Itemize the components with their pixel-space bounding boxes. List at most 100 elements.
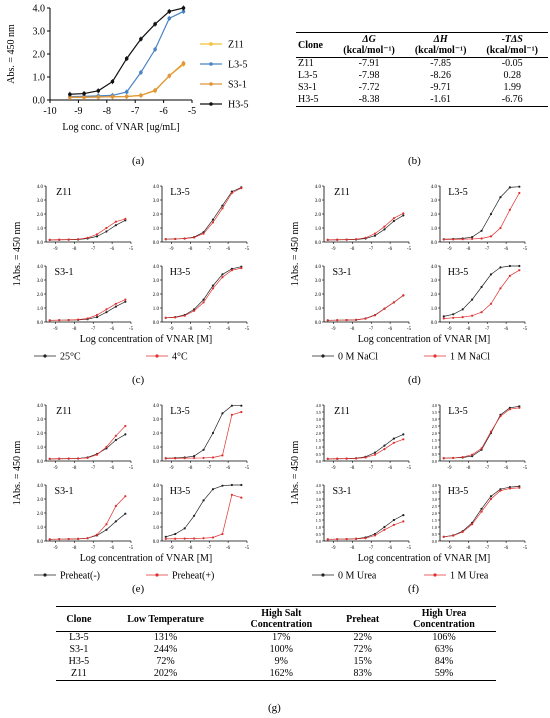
subplot-title-H3-5: H3-5 bbox=[170, 486, 191, 497]
table-b-header-clone: Clone bbox=[298, 39, 323, 51]
data-point bbox=[480, 311, 483, 314]
data-point bbox=[164, 457, 167, 460]
data-point bbox=[402, 520, 405, 523]
table-b-header-tds: -TΔS (kcal/mol⁻¹) bbox=[486, 34, 538, 56]
y-tick-label: 1.0 bbox=[153, 307, 160, 312]
data-point bbox=[96, 95, 101, 99]
x-tick-label: -6 bbox=[226, 247, 231, 252]
x-tick-label: -8 bbox=[350, 546, 355, 551]
data-point bbox=[336, 238, 339, 241]
y-axis-label: Abs. = 450 nm bbox=[6, 24, 17, 84]
legend-label: Preheat(-) bbox=[60, 571, 100, 582]
legend-marker bbox=[155, 573, 159, 577]
data-point bbox=[345, 457, 348, 460]
y-tick-label: 3.0 bbox=[316, 497, 321, 502]
data-point bbox=[114, 434, 117, 437]
data-point bbox=[402, 214, 405, 217]
table-cell: 59% bbox=[434, 668, 454, 679]
x-tick-label: -8 bbox=[350, 466, 355, 471]
x-tick-label: -9 bbox=[331, 466, 336, 471]
data-point bbox=[336, 319, 339, 322]
y-tick-label: 4.0 bbox=[432, 403, 437, 408]
table-cell: -7.72 bbox=[358, 82, 380, 93]
x-tick-label: -6 bbox=[504, 546, 509, 551]
subplot-title-L3-5: L3-5 bbox=[170, 187, 189, 198]
table-g: Clone Low Temperature High Salt Concentr… bbox=[56, 606, 496, 681]
x-tick-label: -10 bbox=[43, 106, 56, 117]
data-point bbox=[82, 95, 86, 100]
data-point bbox=[499, 196, 502, 199]
table-cell: 15% bbox=[353, 656, 372, 667]
data-point bbox=[518, 264, 521, 268]
data-point bbox=[110, 79, 115, 84]
data-point bbox=[326, 238, 329, 241]
legend-label: 1 M NaCl bbox=[450, 352, 490, 363]
data-point bbox=[230, 493, 233, 496]
data-point bbox=[471, 523, 474, 526]
data-point bbox=[480, 447, 483, 450]
table-cell: 83% bbox=[353, 668, 372, 679]
chart-f: 0.0 0.5 1.0 1.5 2.0 2.5 3.0 3.5 4.0 -9 -8 -7 -6 -5 Z11… bbox=[290, 403, 528, 581]
data-point bbox=[452, 534, 455, 537]
data-point bbox=[508, 408, 511, 411]
x-tick-label: -6 bbox=[159, 106, 167, 117]
data-point bbox=[508, 274, 511, 277]
y-tick-label: 1.5 bbox=[316, 518, 321, 523]
data-point bbox=[392, 301, 395, 304]
x-tick-label: -7 bbox=[369, 546, 374, 551]
y-tick-label: 4.0 bbox=[153, 404, 160, 409]
table-cell: -0.05 bbox=[501, 58, 523, 69]
legend-label: Preheat(+) bbox=[172, 571, 214, 582]
data-point bbox=[105, 308, 108, 311]
data-point bbox=[124, 424, 127, 428]
series-line-test bbox=[49, 425, 126, 460]
y-tick-label: 1.0 bbox=[316, 445, 321, 450]
y-tick-label: 3.0 bbox=[153, 199, 160, 204]
series-line-ref bbox=[327, 215, 404, 241]
x-tick-label: -8 bbox=[350, 327, 355, 332]
data-point bbox=[364, 456, 367, 459]
table-cell: -8.38 bbox=[358, 94, 380, 105]
data-point bbox=[442, 317, 445, 320]
x-tick-label: -8 bbox=[72, 546, 77, 551]
subplot-title-S3-1: S3-1 bbox=[55, 267, 74, 278]
data-point bbox=[153, 88, 157, 93]
y-tick-label: 2.0 bbox=[431, 213, 438, 218]
table-cell: 131% bbox=[153, 632, 178, 643]
x-axis-label: Log concentration of VNAR [M] bbox=[80, 334, 213, 345]
series-line-ref bbox=[327, 434, 404, 460]
y-tick-label: 1.0 bbox=[432, 445, 437, 450]
y-tick-label: 2.0 bbox=[37, 512, 44, 517]
series-line-test bbox=[49, 495, 126, 540]
data-point bbox=[461, 316, 464, 319]
data-point bbox=[392, 518, 395, 522]
x-tick-label: -9 bbox=[331, 327, 336, 332]
data-point bbox=[221, 276, 224, 279]
data-point bbox=[489, 495, 493, 498]
x-tick-label: -8 bbox=[72, 327, 77, 332]
y-tick-label: 2.5 bbox=[316, 424, 321, 429]
y-tick-label: 1.0 bbox=[431, 227, 438, 232]
data-point bbox=[95, 233, 99, 236]
y-tick-label: 4.0 bbox=[316, 483, 321, 488]
data-point bbox=[193, 455, 196, 458]
data-point bbox=[489, 212, 493, 216]
y-tick-label: 0.0 bbox=[316, 459, 321, 464]
y-tick-label: 2.0 bbox=[37, 432, 44, 437]
data-point bbox=[77, 457, 80, 460]
subplot-title-Z11: Z11 bbox=[56, 187, 72, 198]
x-tick-label: -5 bbox=[523, 466, 528, 471]
data-point bbox=[183, 237, 186, 240]
legend-label-Z11: Z11 bbox=[228, 40, 244, 51]
data-point bbox=[77, 238, 80, 241]
y-tick-label: 3.0 bbox=[37, 418, 44, 423]
y-tick-label: 0.0 bbox=[33, 96, 46, 107]
legend-marker bbox=[43, 354, 47, 358]
data-point bbox=[452, 313, 455, 316]
data-point bbox=[373, 453, 377, 456]
data-point bbox=[240, 267, 243, 270]
table-cell: -7.85 bbox=[430, 58, 452, 69]
data-point bbox=[124, 512, 127, 515]
x-tick-label: -8 bbox=[188, 546, 193, 551]
panel-label-a: (a) bbox=[132, 155, 145, 167]
